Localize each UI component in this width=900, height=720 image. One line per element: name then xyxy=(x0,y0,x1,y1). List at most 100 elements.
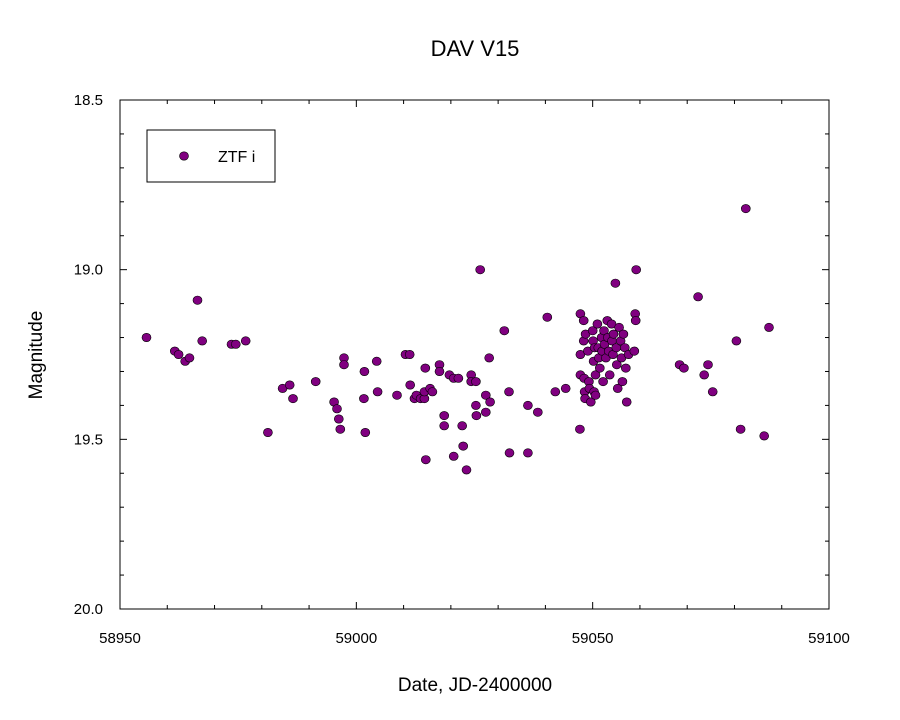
y-tick-label: 18.5 xyxy=(74,92,103,109)
data-point xyxy=(560,383,571,393)
data-point xyxy=(231,339,241,349)
data-point xyxy=(523,448,533,458)
tick-labels: 58950 59000 59050 59100 18.5 19.0 19.5 20.0 xyxy=(74,92,850,647)
data-point xyxy=(485,397,495,407)
data-point xyxy=(439,411,450,421)
data-point xyxy=(360,427,371,437)
legend-marker-icon xyxy=(179,151,189,161)
data-point xyxy=(578,316,589,326)
data-point xyxy=(764,322,774,332)
data-point xyxy=(614,322,624,332)
data-point xyxy=(499,326,510,336)
data-point xyxy=(618,329,629,339)
data-point xyxy=(457,421,468,431)
data-point xyxy=(471,411,482,421)
data-point xyxy=(192,295,203,305)
data-point xyxy=(620,363,631,373)
data-point xyxy=(585,397,596,407)
data-point xyxy=(630,316,641,326)
data-point xyxy=(372,387,383,397)
data-point xyxy=(679,363,689,373)
data-point xyxy=(359,366,370,376)
data-point xyxy=(284,380,295,390)
data-point xyxy=(703,360,713,370)
plot-frame xyxy=(119,99,830,610)
data-point xyxy=(310,377,321,387)
data-point xyxy=(592,319,603,329)
data-point xyxy=(475,265,486,275)
data-point xyxy=(427,387,438,397)
data-point xyxy=(471,400,481,410)
data-point xyxy=(608,329,619,339)
data-point xyxy=(420,455,431,465)
legend: ZTF i xyxy=(146,129,276,183)
data-point xyxy=(420,363,431,373)
data-point xyxy=(263,427,273,437)
y-tick-label: 19.5 xyxy=(74,431,103,448)
data-point xyxy=(141,332,152,342)
x-tick-label: 59100 xyxy=(808,630,850,647)
legend-box xyxy=(146,129,276,183)
data-point xyxy=(453,373,464,383)
data-point xyxy=(611,360,622,370)
data-point xyxy=(759,431,770,441)
data-point xyxy=(587,326,598,336)
data-point xyxy=(471,377,481,387)
data-point xyxy=(631,265,642,275)
data-point xyxy=(532,407,543,417)
data-point xyxy=(699,370,710,380)
data-point xyxy=(184,353,195,363)
data-point xyxy=(439,421,450,431)
data-point xyxy=(480,390,491,400)
data-point xyxy=(405,380,416,390)
data-point xyxy=(404,349,415,359)
data-point xyxy=(629,346,640,356)
data-point xyxy=(461,465,472,475)
data-point xyxy=(598,377,608,387)
data-point xyxy=(707,387,718,397)
x-axis-label: Date, JD-2400000 xyxy=(398,675,552,696)
legend-label: ZTF i xyxy=(218,149,255,166)
chart-title: DAV V15 xyxy=(431,36,520,61)
data-point xyxy=(693,292,703,302)
data-point xyxy=(197,336,207,346)
data-point xyxy=(542,312,553,322)
data-point xyxy=(735,424,746,434)
data-point xyxy=(731,336,742,346)
data-point xyxy=(392,390,402,400)
data-point xyxy=(590,390,601,400)
data-point xyxy=(288,394,298,404)
data-point xyxy=(332,404,342,414)
data-point xyxy=(359,394,369,404)
data-point xyxy=(594,363,605,373)
data-point xyxy=(434,366,445,376)
x-tick-label: 59050 xyxy=(572,630,614,647)
x-tick-label: 58950 xyxy=(99,630,141,647)
data-point xyxy=(504,387,514,397)
data-point xyxy=(173,349,184,359)
data-point xyxy=(333,414,344,424)
data-point xyxy=(335,424,346,434)
data-point xyxy=(448,451,459,461)
data-point xyxy=(339,360,349,370)
data-point xyxy=(240,336,251,346)
data-point xyxy=(371,356,382,366)
axis-ticks xyxy=(119,99,830,610)
data-point xyxy=(590,370,601,380)
data-point xyxy=(612,383,623,393)
x-tick-label: 59000 xyxy=(335,630,377,647)
y-tick-label: 20.0 xyxy=(74,601,103,618)
data-point xyxy=(604,370,615,380)
data-point xyxy=(458,441,469,451)
data-point xyxy=(621,397,632,407)
data-points xyxy=(141,204,774,475)
data-point xyxy=(740,204,751,214)
data-point xyxy=(504,448,515,458)
data-point xyxy=(523,400,533,410)
data-point xyxy=(617,377,628,387)
data-point xyxy=(575,424,585,434)
y-tick-label: 19.0 xyxy=(74,262,103,279)
data-point xyxy=(480,407,491,417)
data-point xyxy=(484,353,495,363)
